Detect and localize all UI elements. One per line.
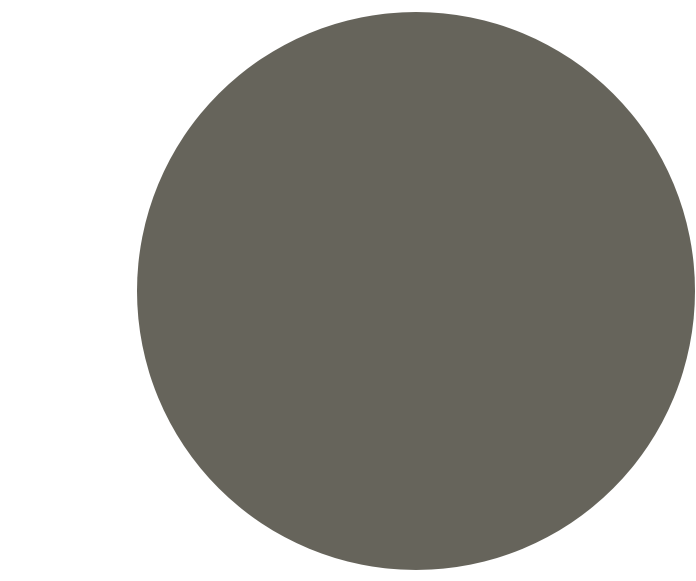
- pie-slices: [137, 12, 695, 570]
- pie-slice-0: [137, 12, 695, 570]
